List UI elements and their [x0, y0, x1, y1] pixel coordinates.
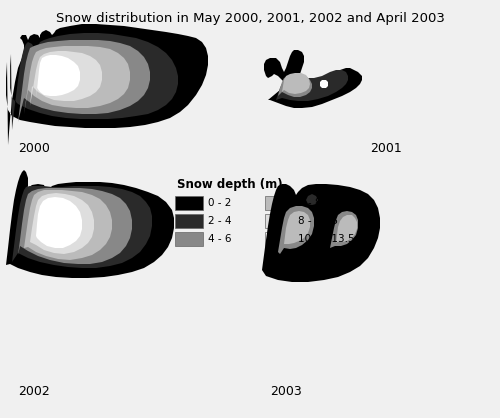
Polygon shape [262, 184, 380, 282]
Text: 2002: 2002 [18, 385, 50, 398]
Bar [265, 214, 293, 228]
Text: 8 - 10.5: 8 - 10.5 [298, 216, 338, 226]
Text: 0 - 2: 0 - 2 [208, 198, 232, 208]
Polygon shape [24, 190, 112, 260]
Polygon shape [10, 33, 178, 130]
Text: 10.5 - 13.5: 10.5 - 13.5 [298, 234, 354, 244]
Polygon shape [278, 74, 312, 97]
Polygon shape [18, 188, 132, 264]
Polygon shape [282, 73, 310, 94]
Polygon shape [6, 170, 174, 278]
Polygon shape [278, 206, 314, 254]
Bar [265, 196, 293, 210]
Polygon shape [36, 55, 80, 98]
Polygon shape [6, 24, 208, 145]
Text: 2000: 2000 [18, 142, 50, 155]
Text: 2003: 2003 [270, 385, 302, 398]
Text: 4 - 6: 4 - 6 [208, 234, 232, 244]
Bar [175, 214, 203, 228]
Bar [175, 196, 203, 210]
Polygon shape [330, 211, 358, 248]
Polygon shape [336, 215, 357, 243]
Text: 2001: 2001 [370, 142, 402, 155]
Text: Snow distribution in May 2000, 2001, 2002 and April 2003: Snow distribution in May 2000, 2001, 200… [56, 12, 444, 25]
Polygon shape [30, 51, 102, 106]
Text: 2 - 4: 2 - 4 [208, 216, 232, 226]
Polygon shape [36, 197, 82, 248]
Bar [265, 232, 293, 246]
Polygon shape [18, 40, 150, 122]
Polygon shape [12, 186, 152, 268]
Polygon shape [276, 70, 348, 101]
Text: 6 - 8: 6 - 8 [298, 198, 322, 208]
Polygon shape [264, 50, 362, 108]
Text: Snow depth (m): Snow depth (m) [177, 178, 283, 191]
Polygon shape [320, 80, 328, 88]
Polygon shape [284, 211, 310, 244]
Bar [175, 232, 203, 246]
Polygon shape [306, 194, 318, 205]
Polygon shape [30, 193, 94, 254]
Polygon shape [24, 46, 130, 114]
